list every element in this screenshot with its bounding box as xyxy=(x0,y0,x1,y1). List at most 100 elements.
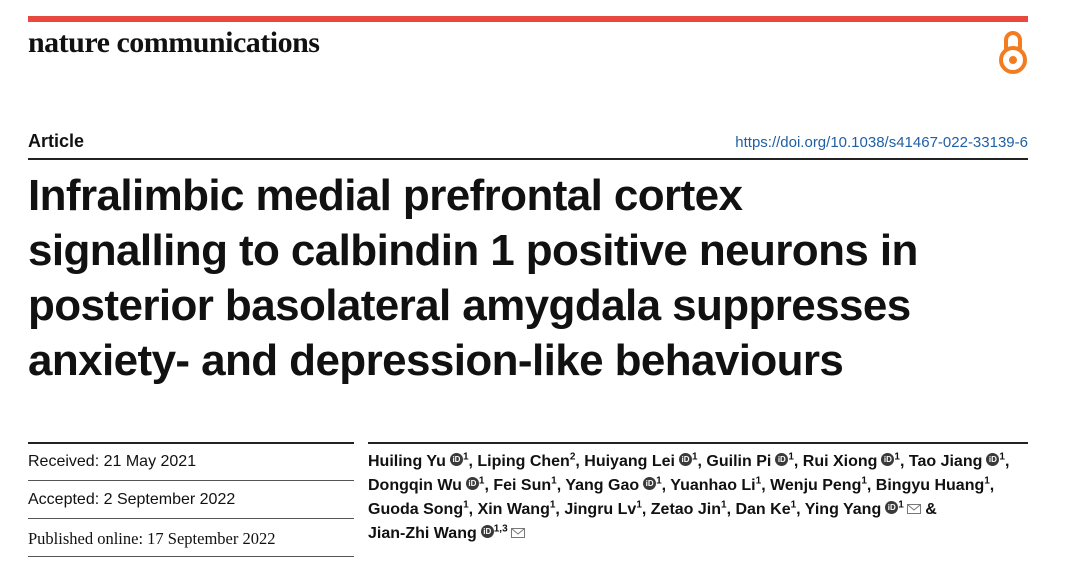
affiliation-superscript: 1 xyxy=(636,499,642,511)
affiliation-superscript: 2 xyxy=(569,451,576,463)
author-name[interactable]: Dongqin Wu iD 1 xyxy=(368,476,484,494)
author-separator: , xyxy=(468,501,478,518)
affiliation-superscript: 1,3 xyxy=(493,523,508,535)
orcid-icon[interactable]: iD xyxy=(775,453,789,467)
author-name-text: Xin Wang xyxy=(477,501,550,518)
affiliation-superscript: 1 xyxy=(984,475,990,487)
author-separator: , xyxy=(1004,453,1010,470)
orcid-icon[interactable]: iD xyxy=(678,453,692,467)
orcid-icon[interactable]: iD xyxy=(465,477,479,491)
author-name-text: Liping Chen xyxy=(477,453,570,470)
doi-link[interactable]: https://doi.org/10.1038/s41467-022-33139… xyxy=(735,134,1028,151)
author-name[interactable]: Ying Yang iD 1 xyxy=(804,499,921,518)
author-separator: , xyxy=(556,477,566,494)
accepted-date: Accepted: 2 September 2022 xyxy=(28,491,236,508)
article-title: Infralimbic medial prefrontal cortex sig… xyxy=(28,168,1038,388)
author-name-text: Yuanhao Li xyxy=(670,477,756,494)
author-name[interactable]: Tao Jiang iD 1 xyxy=(908,451,1005,470)
author-list: Huiling Yu iD 1, Liping Chen2, Huiyang Lei… xyxy=(368,450,1038,546)
author-name[interactable]: Guilin Pi iD 1 xyxy=(706,451,794,470)
author-name-text: Guoda Song xyxy=(368,501,464,518)
orcid-icon[interactable]: iD xyxy=(986,453,1000,467)
affiliation-superscript: 1 xyxy=(549,499,556,511)
affiliation-superscript: 1 xyxy=(691,451,698,463)
author-name[interactable]: Rui Xiong iD 1 xyxy=(802,451,900,470)
affiliation-superscript: 1 xyxy=(755,475,762,487)
journal-accent-bar xyxy=(28,16,1028,22)
author-separator: , xyxy=(697,453,707,470)
author-name-text: Tao Jiang xyxy=(908,453,983,470)
author-name[interactable]: Yang Gao iD 1 xyxy=(565,476,661,494)
author-separator: , xyxy=(468,453,478,470)
title-line: anxiety- and depression-like behaviours xyxy=(28,336,844,385)
author-name[interactable]: Bingyu Huang1 xyxy=(875,475,990,494)
author-name-text: Guilin Pi xyxy=(706,453,772,470)
author-name[interactable]: Guoda Song1 xyxy=(368,499,469,518)
author-name-text: Fei Sun xyxy=(493,477,552,494)
affiliation-superscript: 1 xyxy=(790,499,797,511)
affiliation-superscript: 1 xyxy=(898,499,904,511)
email-icon[interactable] xyxy=(510,527,525,538)
author-separator: , xyxy=(899,453,909,470)
author-name[interactable]: Huiling Yu iD 1 xyxy=(368,451,469,470)
dates-divider xyxy=(28,480,354,481)
article-type: Article xyxy=(28,131,85,151)
affiliation-superscript: 1 xyxy=(861,475,867,487)
author-separator: , xyxy=(866,477,876,494)
open-access-icon[interactable] xyxy=(998,28,1028,76)
author-name-text: Yang Gao xyxy=(565,477,640,494)
author-separator: , xyxy=(761,477,771,494)
dates-rule xyxy=(28,442,354,444)
author-name-text: Jian-Zhi Wang xyxy=(368,525,477,542)
affiliation-superscript: 1 xyxy=(999,451,1005,463)
author-separator: , xyxy=(989,477,995,494)
author-name[interactable]: Wenju Peng1 xyxy=(770,475,867,494)
author-name[interactable]: Xin Wang1 xyxy=(477,499,556,518)
orcid-icon[interactable]: iD xyxy=(881,453,895,467)
author-name[interactable]: Jian-Zhi Wang iD 1,3 xyxy=(368,523,525,542)
author-name[interactable]: Huiyang Lei iD 1 xyxy=(584,451,698,470)
affiliation-superscript: 1 xyxy=(463,499,469,511)
author-name-text: Wenju Peng xyxy=(770,477,862,494)
orcid-icon[interactable]: iD xyxy=(480,525,494,539)
title-line: posterior basolateral amygdala suppresse… xyxy=(28,281,911,330)
affiliation-superscript: 1 xyxy=(721,499,727,511)
author-name-text: Rui Xiong xyxy=(802,453,878,470)
orcid-icon[interactable]: iD xyxy=(885,501,899,515)
author-separator: , xyxy=(793,453,803,470)
author-name[interactable]: Yuanhao Li1 xyxy=(670,475,762,494)
author-separator: , xyxy=(575,453,585,470)
received-date: Received: 21 May 2021 xyxy=(28,453,197,470)
affiliation-superscript: 1 xyxy=(894,451,900,463)
author-name-text: Jingru Lv xyxy=(564,501,637,518)
orcid-icon[interactable]: iD xyxy=(643,477,657,491)
authors-rule xyxy=(368,442,1028,444)
author-separator: & xyxy=(920,501,937,518)
affiliation-superscript: 1 xyxy=(462,451,469,463)
author-separator: , xyxy=(641,501,651,518)
author-separator: , xyxy=(726,501,736,518)
affiliation-superscript: 1 xyxy=(788,451,794,463)
author-name-text: Huiyang Lei xyxy=(584,453,675,470)
author-name-text: Ying Yang xyxy=(804,501,882,518)
author-name[interactable]: Jingru Lv1 xyxy=(564,499,642,518)
author-separator: , xyxy=(484,477,494,494)
author-name-text: Huiling Yu xyxy=(368,453,446,470)
author-name-text: Zetao Jin xyxy=(650,501,722,518)
author-name[interactable]: Liping Chen2 xyxy=(477,451,576,470)
orcid-icon[interactable]: iD xyxy=(449,453,463,467)
email-icon[interactable] xyxy=(906,503,921,514)
title-line: signalling to calbindin 1 positive neuro… xyxy=(28,226,918,275)
title-line: Infralimbic medial prefrontal cortex xyxy=(28,171,743,220)
author-name[interactable]: Dan Ke1 xyxy=(735,499,797,518)
dates-divider xyxy=(28,518,354,519)
published-date: Published online: 17 September 2022 xyxy=(28,529,276,548)
author-name-text: Dan Ke xyxy=(735,501,791,518)
author-name[interactable]: Fei Sun1 xyxy=(493,476,556,494)
journal-name[interactable]: nature communications xyxy=(28,26,320,59)
author-name-text: Bingyu Huang xyxy=(875,477,985,494)
header-rule xyxy=(28,158,1028,160)
author-separator: , xyxy=(555,501,565,518)
author-name[interactable]: Zetao Jin1 xyxy=(650,499,727,518)
author-separator: , xyxy=(661,477,671,494)
